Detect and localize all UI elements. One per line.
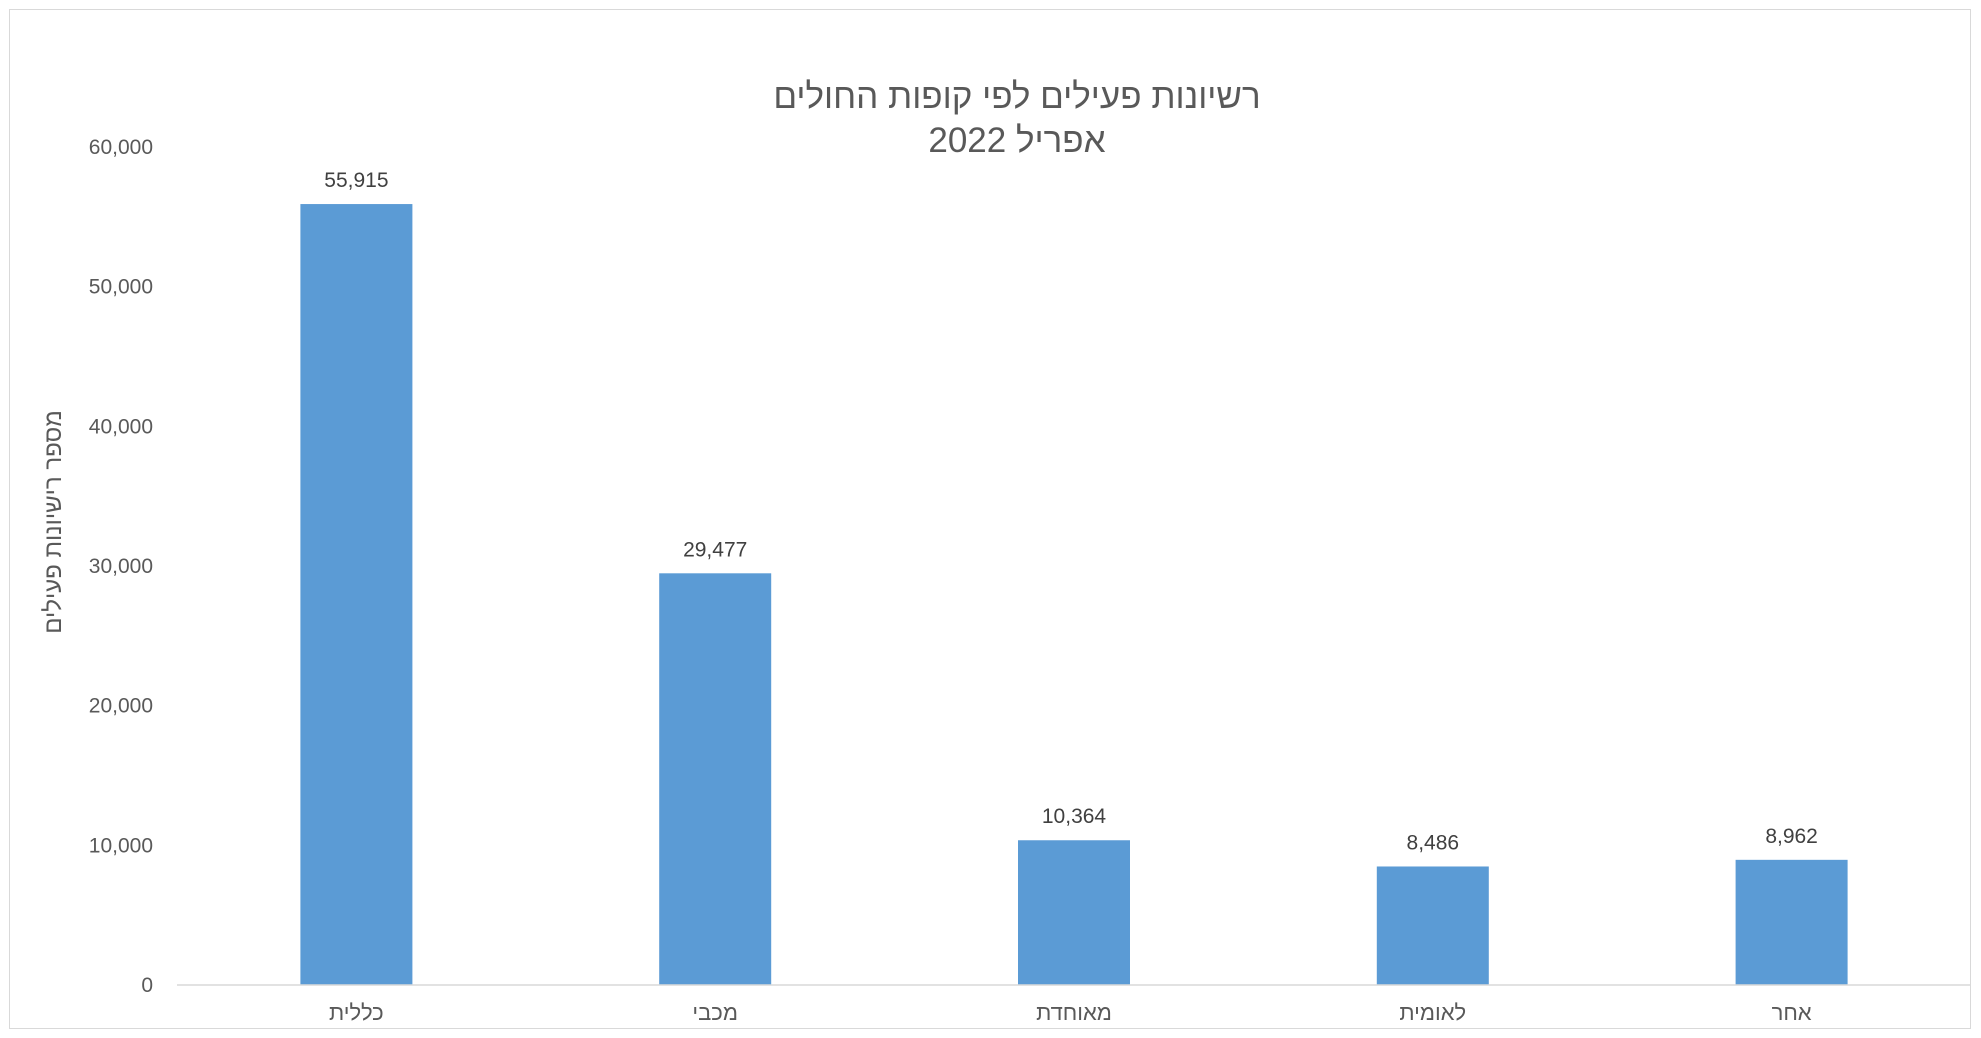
bar xyxy=(1376,866,1489,985)
bar xyxy=(1018,840,1130,985)
bar-data-label: 8,486 xyxy=(1407,831,1460,854)
x-category-label: כללית xyxy=(329,1000,384,1025)
bar xyxy=(659,573,772,985)
y-tick-label: 50,000 xyxy=(89,276,153,299)
y-tick-label: 20,000 xyxy=(89,695,153,718)
bars xyxy=(300,204,1848,985)
chart-frame: רשיונות פעילים לפי קופות החולים אפריל 20… xyxy=(9,9,1971,1029)
y-tick-label: 60,000 xyxy=(89,136,153,159)
chart-title: רשיונות פעילים לפי קופות החולים xyxy=(773,77,1260,116)
x-category-label: אחר xyxy=(1772,1000,1812,1025)
bar-data-label: 8,962 xyxy=(1765,825,1818,848)
bar-data-label: 10,364 xyxy=(1042,805,1107,828)
bar-chart: רשיונות פעילים לפי קופות החולים אפריל 20… xyxy=(40,77,1971,1025)
y-axis-ticks: 0 10,000 20,000 30,000 40,000 50,000 60,000 xyxy=(89,136,153,997)
data-labels: 55,915 29,477 10,364 8,486 8,962 xyxy=(324,169,1818,854)
bar-data-label: 55,915 xyxy=(324,169,388,192)
chart-subtitle: אפריל 2022 xyxy=(928,121,1105,160)
x-category-label: לאומית xyxy=(1399,1000,1466,1025)
x-category-label: מאוחדת xyxy=(1036,1000,1112,1025)
y-tick-label: 40,000 xyxy=(89,415,153,438)
y-tick-label: 0 xyxy=(141,974,153,997)
bar xyxy=(300,204,413,985)
x-category-label: מכבי xyxy=(692,1000,738,1025)
y-tick-label: 30,000 xyxy=(89,555,153,578)
bar xyxy=(1735,859,1848,985)
x-axis-categories: כללית מכבי מאוחדת לאומית אחר xyxy=(329,1000,1812,1025)
y-axis-label: מספר רישיונות פעילים xyxy=(40,410,67,634)
y-tick-label: 10,000 xyxy=(89,834,153,857)
bar-data-label: 29,477 xyxy=(683,538,747,561)
